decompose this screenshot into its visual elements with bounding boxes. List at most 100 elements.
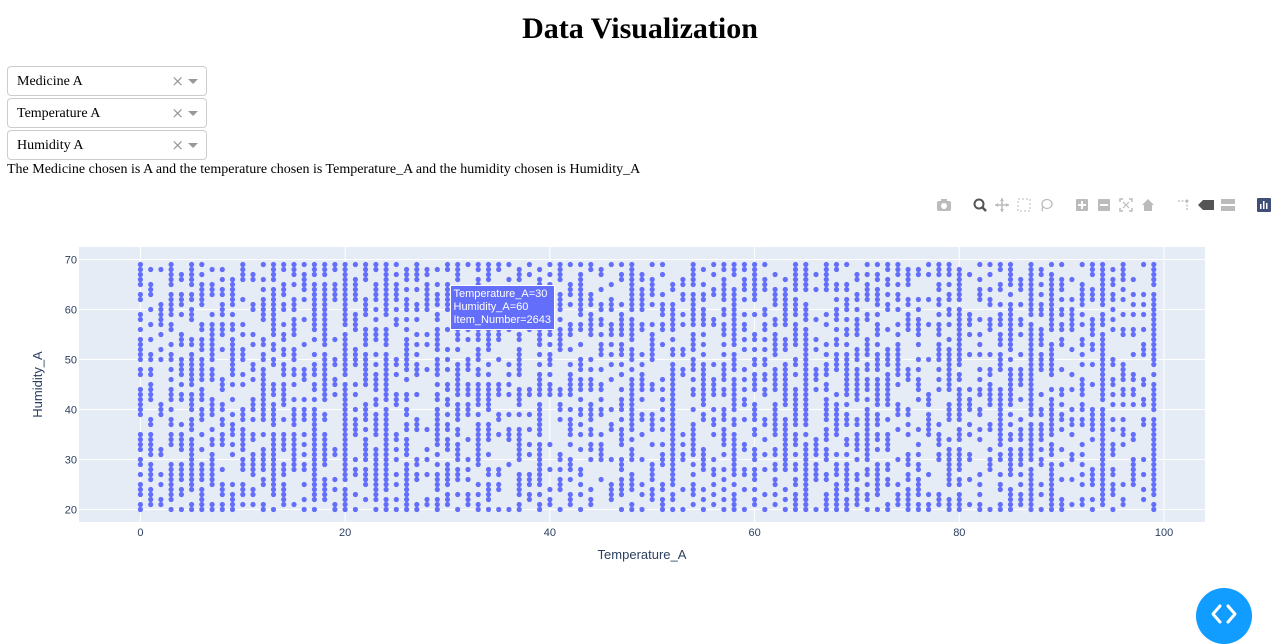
data-point[interactable] bbox=[209, 376, 215, 383]
data-point[interactable] bbox=[926, 421, 932, 428]
data-point[interactable] bbox=[752, 406, 758, 413]
data-point[interactable] bbox=[209, 331, 215, 338]
data-point[interactable] bbox=[383, 341, 389, 348]
data-point[interactable] bbox=[1100, 281, 1106, 288]
data-point[interactable] bbox=[322, 476, 328, 483]
data-point[interactable] bbox=[383, 331, 389, 338]
data-point[interactable] bbox=[864, 291, 870, 298]
data-point[interactable] bbox=[721, 386, 727, 393]
data-point[interactable] bbox=[905, 451, 911, 458]
data-point[interactable] bbox=[1007, 341, 1014, 348]
data-point[interactable] bbox=[1130, 436, 1136, 443]
data-point[interactable] bbox=[270, 416, 277, 423]
data-point[interactable] bbox=[516, 481, 522, 488]
data-point[interactable] bbox=[352, 361, 358, 368]
data-point[interactable] bbox=[547, 356, 553, 363]
data-point[interactable] bbox=[414, 271, 420, 278]
data-point[interactable] bbox=[1120, 311, 1126, 318]
data-point[interactable] bbox=[219, 301, 225, 308]
data-point[interactable] bbox=[444, 366, 451, 373]
data-point[interactable] bbox=[168, 296, 174, 303]
data-point[interactable] bbox=[792, 481, 799, 488]
data-point[interactable] bbox=[414, 506, 420, 513]
data-point[interactable] bbox=[332, 451, 338, 458]
data-point[interactable] bbox=[189, 501, 195, 508]
data-point[interactable] bbox=[465, 381, 471, 388]
data-point[interactable] bbox=[281, 266, 287, 273]
data-point[interactable] bbox=[311, 491, 317, 498]
data-point[interactable] bbox=[311, 336, 317, 343]
data-point[interactable] bbox=[700, 456, 707, 463]
data-point[interactable] bbox=[659, 301, 666, 308]
data-point[interactable] bbox=[926, 356, 932, 363]
data-point[interactable] bbox=[557, 306, 563, 313]
data-point[interactable] bbox=[608, 326, 614, 333]
data-point[interactable] bbox=[229, 341, 236, 348]
data-point[interactable] bbox=[618, 401, 625, 408]
data-point[interactable] bbox=[1130, 391, 1136, 398]
data-point[interactable] bbox=[567, 331, 573, 338]
data-point[interactable] bbox=[301, 416, 307, 423]
data-point[interactable] bbox=[854, 331, 860, 338]
data-point[interactable] bbox=[281, 301, 287, 308]
data-point[interactable] bbox=[721, 361, 727, 368]
data-point[interactable] bbox=[629, 261, 635, 268]
data-point[interactable] bbox=[516, 386, 522, 393]
data-point[interactable] bbox=[1151, 281, 1157, 288]
data-point[interactable] bbox=[782, 316, 788, 323]
data-point[interactable] bbox=[1141, 401, 1147, 408]
data-point[interactable] bbox=[383, 291, 389, 298]
data-point[interactable] bbox=[1028, 356, 1034, 363]
data-point[interactable] bbox=[199, 336, 205, 343]
data-point[interactable] bbox=[782, 276, 788, 283]
data-point[interactable] bbox=[864, 446, 870, 453]
data-point[interactable] bbox=[608, 486, 614, 493]
data-point[interactable] bbox=[1038, 421, 1044, 428]
data-point[interactable] bbox=[434, 481, 440, 488]
data-point[interactable] bbox=[342, 396, 348, 403]
data-point[interactable] bbox=[311, 326, 317, 333]
data-point[interactable] bbox=[209, 341, 215, 348]
data-point[interactable] bbox=[1059, 461, 1065, 468]
data-point[interactable] bbox=[363, 266, 369, 273]
data-point[interactable] bbox=[322, 366, 328, 373]
data-point[interactable] bbox=[792, 331, 799, 338]
data-point[interactable] bbox=[516, 366, 522, 373]
data-point[interactable] bbox=[772, 451, 778, 458]
data-point[interactable] bbox=[383, 356, 389, 363]
data-point[interactable] bbox=[270, 361, 277, 368]
data-point[interactable] bbox=[178, 446, 184, 453]
data-point[interactable] bbox=[823, 476, 829, 483]
data-point[interactable] bbox=[291, 381, 297, 388]
data-point[interactable] bbox=[1028, 286, 1034, 293]
data-point[interactable] bbox=[905, 276, 911, 283]
data-point[interactable] bbox=[639, 386, 645, 393]
data-point[interactable] bbox=[700, 496, 707, 503]
data-point[interactable] bbox=[250, 436, 256, 443]
data-point[interactable] bbox=[291, 416, 297, 423]
data-point[interactable] bbox=[1130, 376, 1136, 383]
data-point[interactable] bbox=[956, 376, 962, 383]
data-point[interactable] bbox=[629, 316, 635, 323]
data-point[interactable] bbox=[434, 381, 440, 388]
data-point[interactable] bbox=[414, 266, 420, 273]
data-point[interactable] bbox=[946, 381, 952, 388]
data-point[interactable] bbox=[618, 396, 625, 403]
data-point[interactable] bbox=[485, 346, 492, 353]
data-point[interactable] bbox=[997, 261, 1003, 268]
data-point[interactable] bbox=[434, 441, 440, 448]
data-point[interactable] bbox=[803, 411, 809, 418]
data-point[interactable] bbox=[291, 501, 297, 508]
data-point[interactable] bbox=[537, 476, 543, 483]
data-point[interactable] bbox=[803, 316, 809, 323]
data-point[interactable] bbox=[578, 491, 584, 498]
data-point[interactable] bbox=[792, 386, 799, 393]
data-point[interactable] bbox=[1069, 386, 1075, 393]
data-point[interactable] bbox=[383, 296, 389, 303]
data-point[interactable] bbox=[833, 431, 840, 438]
data-point[interactable] bbox=[956, 346, 962, 353]
data-point[interactable] bbox=[424, 301, 430, 308]
data-point[interactable] bbox=[301, 451, 307, 458]
data-point[interactable] bbox=[874, 396, 881, 403]
data-point[interactable] bbox=[762, 506, 768, 513]
